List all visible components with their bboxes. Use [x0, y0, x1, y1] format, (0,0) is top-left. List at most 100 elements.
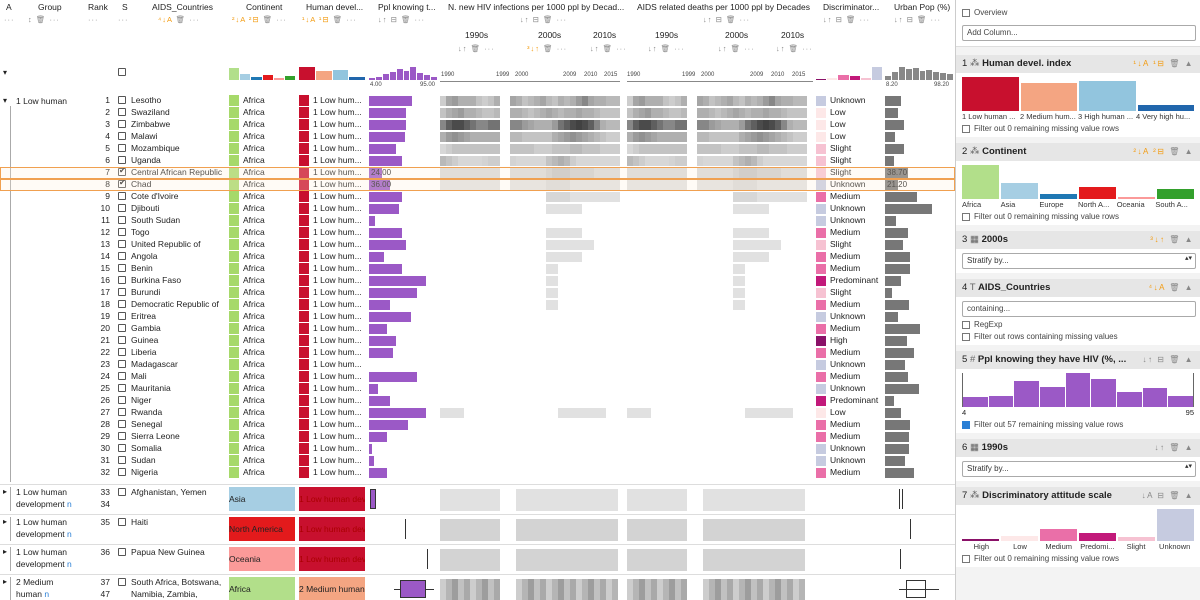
row-select-checkbox[interactable]: [118, 96, 126, 104]
disc-cat-2[interactable]: Low: [1013, 542, 1027, 551]
row-select-checkbox[interactable]: [118, 108, 126, 116]
ppl-missing-filter[interactable]: Filter out 57 remaining missing value ro…: [962, 420, 1194, 429]
table-row[interactable]: 12 Togo Africa 1 Low hum... Medium: [0, 227, 955, 239]
col-hdi-header[interactable]: Human devel...: [306, 2, 364, 12]
table-row[interactable]: 17 Burundi Africa 1 Low hum... Slight: [0, 287, 955, 299]
hiv-2000s-tools[interactable]: ³↓↑ 🗑 ···: [527, 44, 568, 53]
countries-filter-input[interactable]: containing...: [962, 301, 1196, 317]
table-row[interactable]: 25 Mauritania Africa 1 Low hum... Unknown: [0, 383, 955, 395]
row-select-checkbox[interactable]: [118, 276, 126, 284]
deaths-1990s-tools[interactable]: ↓↑ 🗑 ···: [648, 44, 685, 53]
deaths-2010s-tools[interactable]: ↓↑ 🗑 ···: [776, 44, 813, 53]
disc-cat-5[interactable]: Slight: [1126, 542, 1146, 551]
aggregated-group-row[interactable]: ▸ 1 Low human development n 33 34 Afghanistan…: [0, 484, 955, 512]
table-row[interactable]: 28 Senegal Africa 1 Low hum... Medium: [0, 419, 955, 431]
row-select-checkbox[interactable]: [118, 360, 126, 368]
row-select-checkbox[interactable]: [118, 264, 126, 272]
continent-cat-4[interactable]: North A...: [1078, 200, 1110, 209]
group-select-checkbox[interactable]: [118, 548, 126, 556]
table-row[interactable]: 16 Burkina Faso Africa 1 Low hum... Predomin…: [0, 275, 955, 287]
col-s-header[interactable]: S: [122, 2, 128, 12]
add-column-input[interactable]: Add Column...: [962, 25, 1196, 41]
col-hiv-header[interactable]: N. new HIV infections per 1000 ppl by De…: [448, 2, 625, 12]
ppl-filter-hist[interactable]: [962, 373, 1194, 407]
ppl-range-max[interactable]: 95: [1185, 408, 1194, 417]
disc-cat-1[interactable]: High: [973, 542, 990, 551]
col-countries-tools[interactable]: ⁴↓A 🗑 ···: [158, 15, 200, 24]
table-row[interactable]: 4 Malawi Africa 1 Low hum... Low: [0, 131, 955, 143]
table-row[interactable]: 31 Sudan Africa 1 Low hum... Unknown: [0, 455, 955, 467]
col-s-menu-icon[interactable]: ···: [118, 15, 129, 24]
deaths-2010s-header[interactable]: 2010s: [781, 30, 805, 40]
row-select-checkbox[interactable]: [118, 178, 126, 188]
regexp-toggle[interactable]: RegExp: [962, 320, 1194, 329]
table-row[interactable]: 2 Swaziland Africa 1 Low hum... Low: [0, 107, 955, 119]
group-expand-icon[interactable]: ▸: [3, 547, 8, 556]
row-select-checkbox[interactable]: [118, 166, 126, 176]
disc-filter-hist[interactable]: [962, 509, 1194, 541]
group-select-checkbox[interactable]: [118, 518, 126, 526]
collapse-all-icon[interactable]: ▾: [3, 68, 8, 77]
col-deaths-header[interactable]: AIDS related deaths per 1000 ppl by Deca…: [637, 2, 810, 12]
table-row[interactable]: 32 Nigeria Africa 1 Low hum... Medium: [0, 467, 955, 479]
row-select-checkbox[interactable]: [118, 372, 126, 380]
stratify-dropdown-2000s[interactable]: Stratify by...: [962, 253, 1196, 269]
hiv-2000s-header[interactable]: 2000s: [538, 30, 562, 40]
row-select-checkbox[interactable]: [118, 120, 126, 128]
table-row[interactable]: 27 Rwanda Africa 1 Low hum... Low: [0, 407, 955, 419]
table-row[interactable]: 26 Niger Africa 1 Low hum... Predominant: [0, 395, 955, 407]
row-select-checkbox[interactable]: [118, 300, 126, 308]
disc-cat-4[interactable]: Predomi...: [1080, 542, 1115, 551]
col-group-header[interactable]: Group: [38, 2, 62, 12]
continent-cat-5[interactable]: Oceania: [1116, 200, 1145, 209]
row-select-checkbox[interactable]: [118, 204, 126, 212]
row-select-checkbox[interactable]: [118, 396, 126, 404]
continent-cat-2[interactable]: Asia: [1000, 200, 1016, 209]
deaths-1990s-header[interactable]: 1990s: [655, 30, 679, 40]
hdi-cat-3[interactable]: 3 High human ...: [1078, 112, 1134, 121]
row-select-checkbox[interactable]: [118, 348, 126, 356]
col-group-tools[interactable]: ↕ 🗑 ···: [28, 15, 60, 24]
table-row[interactable]: 11 South Sudan Africa 1 Low hum... Unknown: [0, 215, 955, 227]
disc-cat-6[interactable]: Unknown: [1159, 542, 1191, 551]
panel-hdi-tools[interactable]: ¹↓A ¹⊟ 🗑 ▲: [1133, 59, 1194, 68]
table-row[interactable]: 10 Djibouti Africa 1 Low hum... Unknown: [0, 203, 955, 215]
disc-missing-filter[interactable]: Filter out 0 remaining missing value row…: [962, 554, 1194, 563]
col-disc-header[interactable]: Discriminator...: [823, 2, 880, 12]
row-select-checkbox[interactable]: [118, 468, 126, 476]
hdi-cat-1[interactable]: 1 Low human ...: [962, 112, 1016, 121]
table-row[interactable]: 15 Benin Africa 1 Low hum... Medium: [0, 263, 955, 275]
row-select-checkbox[interactable]: [118, 132, 126, 140]
row-select-checkbox[interactable]: [118, 336, 126, 344]
continent-missing-filter[interactable]: Filter out 0 remaining missing value row…: [962, 212, 1194, 221]
table-row[interactable]: 13 United Republic of Africa 1 Low hum... Sl…: [0, 239, 955, 251]
overview-toggle[interactable]: Overview: [962, 8, 1194, 17]
row-select-checkbox[interactable]: [118, 144, 126, 152]
row-select-checkbox[interactable]: [118, 420, 126, 428]
panel-continent-tools[interactable]: ²↓A ²⊟ 🗑 ▲: [1133, 147, 1194, 156]
table-row[interactable]: 18 Democratic Republic of Africa 1 Low hum.…: [0, 299, 955, 311]
hiv-1990s-header[interactable]: 1990s: [465, 30, 489, 40]
table-row[interactable]: 5 Mozambique Africa 1 Low hum... Slight: [0, 143, 955, 155]
aggregated-group-row[interactable]: ▸ 1 Low human development n 36 Papua New Gui…: [0, 544, 955, 572]
col-deaths-tools[interactable]: ↓↑ ⊟ 🗑 ···: [703, 15, 751, 24]
continent-cat-1[interactable]: Africa: [962, 200, 982, 209]
continent-cat-3[interactable]: Europe: [1039, 200, 1064, 209]
col-hiv-tools[interactable]: ↓↑ ⊟ 🗑 ···: [520, 15, 568, 24]
row-select-checkbox[interactable]: [118, 444, 126, 452]
row-select-checkbox[interactable]: [118, 252, 126, 260]
deaths-2000s-tools[interactable]: ↓↑ 🗑 ···: [718, 44, 755, 53]
row-select-checkbox[interactable]: [118, 216, 126, 224]
row-select-checkbox[interactable]: [118, 240, 126, 248]
select-all-checkbox[interactable]: [118, 68, 126, 76]
panel-1990s-tools[interactable]: ↓↑ 🗑 ▲: [1154, 443, 1194, 452]
group-select-checkbox[interactable]: [118, 488, 126, 496]
table-row[interactable]: 19 Eritrea Africa 1 Low hum... Unknown: [0, 311, 955, 323]
row-select-checkbox[interactable]: [118, 156, 126, 164]
row-select-checkbox[interactable]: [118, 228, 126, 236]
panel-ppl-tools[interactable]: ↓↑ ⊟ 🗑 ▲: [1142, 355, 1194, 364]
hdi-filter-hist[interactable]: [962, 77, 1194, 111]
panel-2000s-tools[interactable]: ³↓↑ 🗑 ▲: [1150, 235, 1194, 244]
col-rank-header[interactable]: Rank: [88, 2, 108, 12]
table-row[interactable]: 3 Zimbabwe Africa 1 Low hum... Low: [0, 119, 955, 131]
